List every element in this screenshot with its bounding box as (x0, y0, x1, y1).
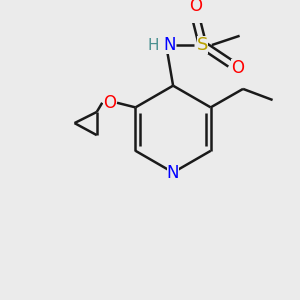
Text: N: N (163, 36, 176, 54)
Text: N: N (167, 164, 179, 181)
Text: O: O (231, 59, 244, 77)
Text: O: O (103, 94, 116, 112)
Text: O: O (189, 0, 202, 15)
Text: S: S (197, 36, 208, 54)
Text: H: H (147, 38, 158, 52)
